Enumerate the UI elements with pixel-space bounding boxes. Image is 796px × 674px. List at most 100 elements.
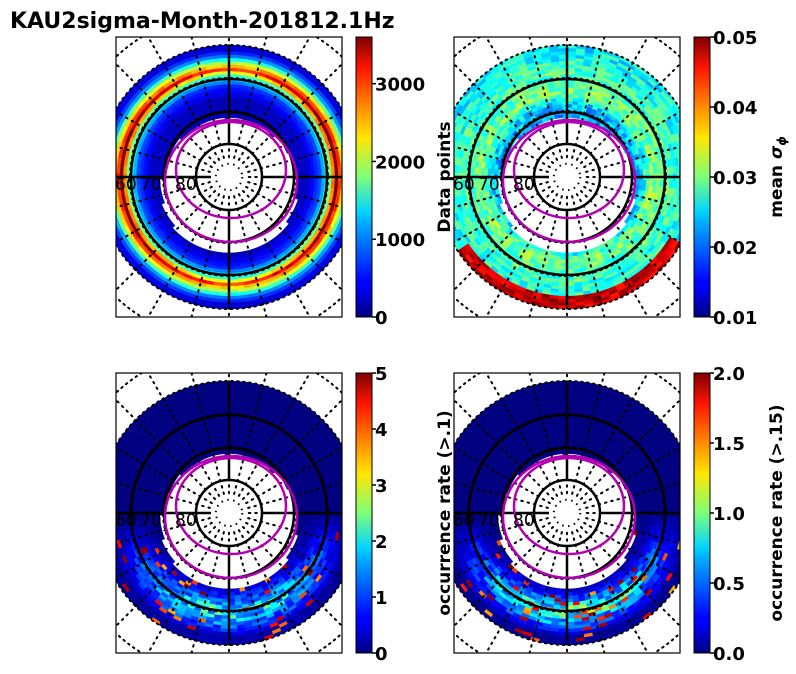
heatmap-cell — [648, 167, 653, 175]
heatmap-cell — [104, 137, 110, 146]
heatmap-cell — [341, 457, 342, 460]
heatmap-cell — [344, 198, 349, 207]
heatmap-cell — [635, 169, 640, 175]
heatmap-cell — [108, 525, 112, 534]
heatmap-cell — [347, 164, 351, 173]
heatmap-cell — [116, 457, 117, 460]
heatmap-cell — [348, 207, 354, 216]
colorbar-tick-label: 0.04 — [713, 98, 757, 119]
auroral-oval — [501, 118, 637, 244]
heatmap-cell — [506, 221, 514, 229]
heatmap-cell — [107, 517, 111, 526]
heatmap-cell — [344, 181, 348, 189]
dotted-mlt-spoke — [116, 185, 213, 244]
heatmap-cell — [220, 634, 230, 639]
heatmap-cell — [558, 51, 568, 56]
heatmap-cell — [228, 384, 239, 389]
heatmap-cell — [110, 165, 114, 173]
heatmap-cell — [116, 230, 117, 233]
heatmap-cell — [688, 181, 692, 190]
dotted-mlt-spoke — [233, 195, 268, 317]
heatmap-cell — [98, 190, 103, 199]
heatmap-cell — [645, 168, 650, 175]
heatmap-cell — [116, 131, 117, 132]
heatmap-cell — [104, 500, 108, 509]
heatmap-cell — [679, 222, 680, 223]
dotted-mlt-spoke — [190, 195, 225, 317]
heatmap-cell — [104, 517, 108, 526]
heatmap-cell — [97, 517, 101, 526]
heatmap-cell — [104, 173, 107, 182]
heatmap-cell — [555, 251, 562, 257]
heatmap-cell — [156, 169, 161, 175]
dotted-mlt-spoke — [454, 190, 554, 292]
dotted-latitude-circle — [214, 162, 244, 192]
heatmap-cell — [110, 501, 114, 509]
heatmap-cell — [102, 535, 107, 544]
dotted-mlt-spoke — [580, 190, 680, 292]
heatmap-cell — [107, 119, 114, 129]
heatmap-cell — [345, 474, 351, 483]
heatmap-cell — [686, 207, 692, 216]
heatmap-cell — [566, 51, 576, 56]
heatmap-cell — [297, 169, 302, 175]
heatmap-cell — [345, 138, 351, 147]
heatmap-cell — [108, 189, 112, 198]
heatmap-cell — [99, 481, 104, 491]
heatmap-cell — [107, 474, 113, 483]
heatmap-cell — [139, 503, 144, 511]
heatmap-cell — [481, 167, 486, 175]
heatmap-cell — [107, 500, 111, 509]
heatmap-cell — [345, 561, 352, 571]
heatmap-cell — [310, 515, 315, 523]
heatmap-cell — [146, 168, 151, 175]
heatmap-cell — [97, 499, 101, 508]
heatmap-cell — [98, 490, 103, 499]
heatmap-cell — [110, 173, 113, 181]
heatmap-cell — [341, 121, 342, 124]
heatmap-cell — [102, 482, 107, 491]
heatmap-cell — [107, 173, 110, 182]
dotted-mlt-spoke — [583, 110, 680, 169]
dotted-mlt-spoke — [116, 145, 211, 173]
heatmap-cell — [345, 119, 352, 129]
heatmap-cell — [116, 212, 117, 214]
colorbar-tick-label: 3000 — [375, 75, 425, 96]
heatmap-cell — [341, 476, 342, 478]
heatmap-cell — [107, 465, 113, 474]
heatmap-cell — [348, 128, 354, 138]
heatmap-cell — [349, 155, 353, 164]
heatmap-cell — [99, 145, 104, 155]
latitude-label: 80 — [175, 175, 197, 195]
dotted-mlt-spoke — [528, 195, 563, 317]
heatmap-cell — [497, 198, 503, 205]
heatmap-cell — [344, 517, 348, 525]
heatmap-cell — [108, 156, 112, 165]
heatmap-cell — [232, 114, 238, 119]
heatmap-cell — [106, 483, 111, 492]
heatmap-cell — [102, 199, 107, 208]
heatmap-cell — [566, 298, 576, 303]
heatmap-cell — [344, 534, 349, 543]
heatmap-cell — [681, 189, 685, 198]
dotted-mlt-spoke — [454, 181, 549, 209]
heatmap-cell — [689, 173, 692, 182]
colorbar-tick-label: 0.02 — [713, 238, 757, 259]
heatmap-cell — [341, 467, 342, 468]
heatmap-cell — [109, 534, 114, 543]
heatmap-cell — [683, 225, 690, 235]
oval-boundary-curve — [174, 120, 288, 220]
heatmap-cell — [217, 251, 224, 257]
heatmap-cell — [566, 301, 577, 306]
heatmap-cell — [642, 168, 647, 175]
dotted-mlt-spoke — [147, 37, 221, 161]
colorbar-gradient — [693, 36, 711, 318]
heatmap-cell — [104, 181, 108, 190]
heatmap-cell — [683, 129, 689, 138]
heatmap-cell — [107, 455, 114, 465]
heatmap-cell — [99, 199, 104, 209]
heatmap-cell — [116, 558, 117, 559]
heatmap-cell — [685, 198, 690, 207]
heatmap-cell — [116, 222, 117, 223]
